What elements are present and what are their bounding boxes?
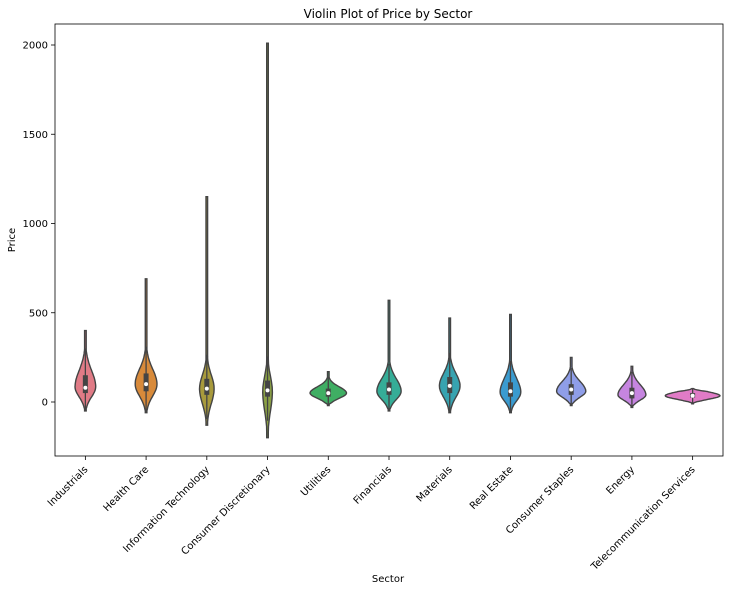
violin-median-dot: [387, 387, 391, 392]
violin-body: [376, 299, 402, 412]
violin-median-dot: [326, 391, 331, 396]
x-tick-label: Utilities: [299, 464, 333, 498]
violin-energy: [617, 365, 647, 409]
violin-median-dot: [265, 388, 270, 393]
violin-information-technology: [198, 196, 215, 426]
violin-median-dot: [83, 385, 88, 390]
x-tick-label: Consumer Staples: [504, 464, 576, 536]
plot-area: [74, 42, 721, 439]
x-tick-label: Industrials: [46, 464, 91, 509]
y-axis-label: Price: [7, 228, 18, 252]
x-tick-label: Energy: [604, 464, 637, 497]
violin-median-dot: [204, 386, 209, 391]
y-tick-label: 500: [29, 308, 48, 319]
violin-telecommunication-services: [664, 387, 721, 405]
violin-real-estate: [499, 313, 522, 414]
violin-median-dot: [690, 393, 695, 398]
violin-materials: [438, 317, 461, 414]
x-axis-label: Sector: [372, 574, 405, 585]
y-tick-label: 1000: [23, 219, 48, 230]
violin-median-dot: [508, 389, 513, 394]
y-tick-label: 1500: [23, 130, 48, 141]
violin-body: [134, 278, 158, 414]
violin-consumer-staples: [555, 356, 587, 407]
violin-industrials: [74, 329, 97, 412]
violin-median-dot: [629, 391, 634, 396]
violin-iqr-box: [82, 375, 88, 394]
violin-health-care: [134, 278, 158, 414]
y-tick-label: 2000: [23, 41, 48, 52]
violin-consumer-discretionary: [261, 42, 274, 439]
x-tick-label: Telecommunication Services: [589, 464, 698, 573]
violin-median-dot: [569, 387, 574, 392]
violin-median-dot: [144, 382, 149, 387]
x-tick-label: Health Care: [102, 464, 152, 514]
violin-body: [198, 196, 215, 426]
chart-title: Violin Plot of Price by Sector: [304, 7, 473, 21]
violin-utilities: [309, 371, 348, 407]
violin-financials: [376, 299, 402, 412]
x-tick-label: Real Estate: [468, 464, 516, 512]
violin-body: [261, 42, 274, 439]
y-axis: 0 500 1000 1500 2000: [23, 41, 55, 409]
y-tick-label: 0: [42, 398, 48, 409]
x-tick-label: Financials: [352, 464, 394, 506]
x-tick-label: Materials: [415, 464, 455, 504]
violin-median-dot: [447, 383, 452, 388]
